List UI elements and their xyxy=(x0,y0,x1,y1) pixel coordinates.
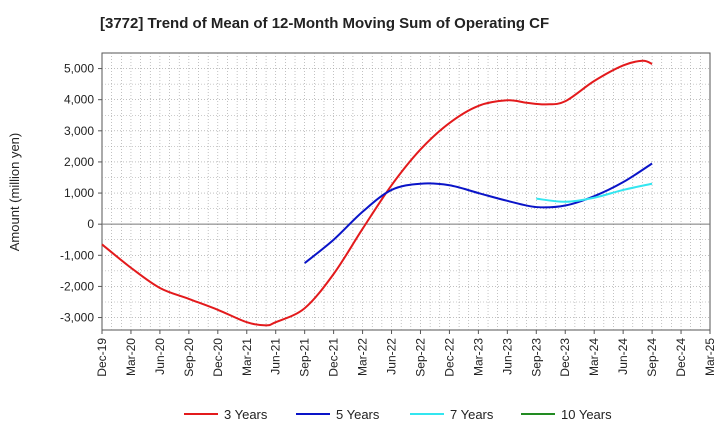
x-tick-label: Jun-20 xyxy=(153,338,167,375)
grid xyxy=(102,53,710,330)
x-tick-label: Mar-20 xyxy=(124,338,138,376)
x-axis-ticks: Dec-19 Mar-20 Jun-20 Sep-20 Dec-20 Mar-21 Jun-… xyxy=(95,330,717,377)
y-tick-label: 0 xyxy=(87,217,94,231)
x-tick-label: Jun-21 xyxy=(269,338,283,375)
x-tick-label: Sep-21 xyxy=(298,338,312,377)
x-tick-label: Mar-25 xyxy=(703,338,717,376)
x-tick-label: Dec-21 xyxy=(327,338,341,377)
x-tick-label: Mar-24 xyxy=(587,338,601,376)
y-tick-label: 5,000 xyxy=(64,62,94,76)
x-tick-label: Sep-20 xyxy=(182,338,196,377)
x-tick-label: Dec-22 xyxy=(442,338,456,377)
y-axis-label: Amount (million yen) xyxy=(7,133,22,252)
x-tick-label: Sep-22 xyxy=(413,338,427,377)
series-line-7-years xyxy=(536,182,653,203)
x-tick-label: Jun-23 xyxy=(500,338,514,375)
plot-area xyxy=(101,52,711,331)
x-tick-label: Sep-24 xyxy=(645,338,659,377)
y-tick-label: -3,000 xyxy=(60,311,94,325)
x-tick-label: Sep-23 xyxy=(529,338,543,377)
x-tick-label: Mar-22 xyxy=(356,338,370,376)
y-tick-label: 4,000 xyxy=(64,93,94,107)
y-tick-label: -1,000 xyxy=(60,248,94,262)
legend-label: 10 Years xyxy=(561,407,612,422)
x-tick-label: Dec-19 xyxy=(95,338,109,377)
series-group xyxy=(101,59,653,327)
legend-item-5-years: 5 Years xyxy=(296,407,380,422)
x-tick-label: Jun-24 xyxy=(616,338,630,375)
series-line-3-years xyxy=(101,59,653,327)
x-tick-label: Dec-23 xyxy=(558,338,572,377)
y-tick-label: 1,000 xyxy=(64,186,94,200)
legend-label: 7 Years xyxy=(450,407,494,422)
y-tick-label: 3,000 xyxy=(64,124,94,138)
x-tick-label: Jun-22 xyxy=(385,338,399,375)
legend-label: 3 Years xyxy=(224,407,268,422)
x-tick-label: Dec-20 xyxy=(211,338,225,377)
series-line-5-years xyxy=(304,162,653,264)
y-tick-label: 2,000 xyxy=(64,155,94,169)
legend-item-7-years: 7 Years xyxy=(410,407,494,422)
legend-label: 5 Years xyxy=(336,407,380,422)
y-tick-label: -2,000 xyxy=(60,279,94,293)
y-axis-ticks: 5,000 4,000 3,000 2,000 1,000 0 -1,000 -2,000 -3… xyxy=(60,62,102,325)
x-tick-label: Dec-24 xyxy=(674,338,688,377)
x-tick-label: Mar-23 xyxy=(471,338,485,376)
legend-item-3-years: 3 Years xyxy=(184,407,268,422)
x-tick-label: Mar-21 xyxy=(240,338,254,376)
legend: 3 Years 5 Years 7 Years 10 Years xyxy=(184,407,612,422)
chart-title: [3772] Trend of Mean of 12-Month Moving … xyxy=(100,15,549,32)
legend-item-10-years: 10 Years xyxy=(521,407,612,422)
